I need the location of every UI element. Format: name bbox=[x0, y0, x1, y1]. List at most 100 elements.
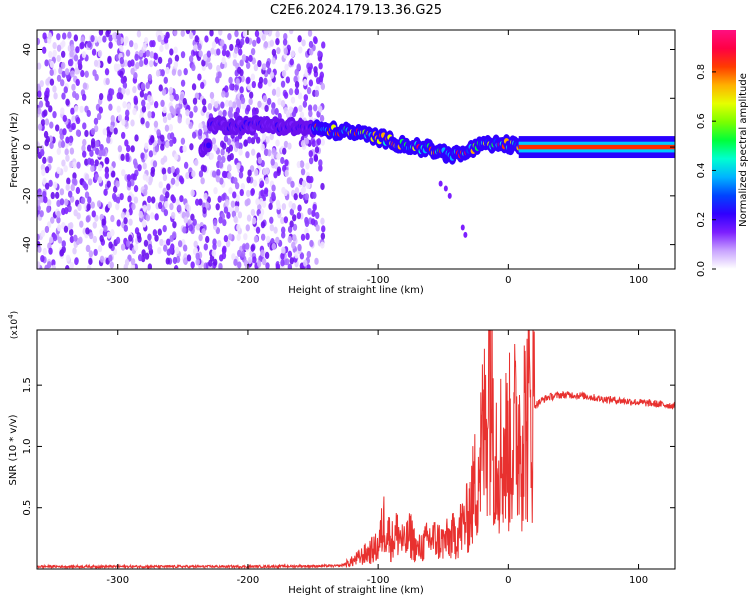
noise-cell bbox=[97, 35, 102, 44]
noise-cell bbox=[165, 66, 170, 75]
noise-cell bbox=[320, 82, 326, 91]
noise-cell bbox=[238, 48, 243, 56]
noise-cell bbox=[132, 86, 137, 94]
noise-cell bbox=[84, 191, 90, 199]
noise-cell bbox=[39, 80, 44, 88]
noise-cell bbox=[289, 30, 294, 35]
noise-cell bbox=[111, 32, 117, 40]
noise-cell bbox=[63, 165, 68, 173]
noise-cell bbox=[159, 238, 164, 247]
noise-cell bbox=[175, 198, 180, 206]
noise-cell bbox=[221, 56, 226, 65]
noise-cell bbox=[194, 159, 199, 167]
noise-cell bbox=[190, 189, 195, 197]
noise-cell bbox=[182, 145, 187, 153]
snr-x-label: Height of straight line (km) bbox=[288, 585, 424, 596]
noise-cell bbox=[103, 188, 108, 196]
noise-cell bbox=[70, 44, 75, 52]
noise-cell bbox=[269, 216, 274, 224]
noise-cell bbox=[227, 154, 232, 162]
noise-cell bbox=[232, 191, 237, 199]
noise-cell bbox=[320, 232, 326, 240]
noise-cell bbox=[143, 93, 149, 101]
noise-cell bbox=[163, 36, 169, 44]
noise-cell bbox=[194, 92, 200, 100]
noise-cell bbox=[110, 229, 115, 237]
noise-cell bbox=[248, 97, 253, 106]
noise-cell bbox=[188, 31, 194, 40]
noise-cell bbox=[42, 156, 47, 164]
colorbar-tick-label: 0.0 bbox=[696, 261, 707, 277]
noise-cell bbox=[218, 216, 223, 224]
noise-cell bbox=[214, 36, 220, 44]
noise-cell bbox=[75, 116, 81, 125]
noise-cell bbox=[223, 206, 229, 214]
noise-cell bbox=[175, 167, 180, 175]
noise-cell bbox=[99, 235, 104, 243]
noise-cell bbox=[308, 48, 314, 56]
noise-cell bbox=[48, 50, 53, 59]
noise-cell bbox=[167, 57, 173, 65]
colorbar-label: Normalized spectral amplitude bbox=[738, 73, 749, 227]
noise-cell bbox=[107, 56, 112, 65]
noise-cell bbox=[276, 202, 281, 211]
noise-cell bbox=[50, 191, 55, 200]
noise-cell bbox=[89, 149, 94, 157]
noise-cell bbox=[286, 110, 291, 118]
noise-cell bbox=[152, 229, 158, 237]
noise-cell bbox=[56, 216, 61, 224]
noise-cell bbox=[38, 100, 44, 108]
noise-cell bbox=[216, 168, 221, 177]
noise-cell bbox=[191, 131, 197, 139]
noise-cell bbox=[270, 158, 275, 166]
noise-cell bbox=[60, 50, 66, 58]
noise-cell bbox=[318, 105, 323, 113]
noise-cell bbox=[56, 33, 61, 41]
noise-cell bbox=[142, 188, 148, 197]
noise-cell bbox=[252, 179, 258, 187]
noise-cell bbox=[211, 137, 217, 145]
noise-cell bbox=[115, 236, 121, 245]
noise-cell bbox=[209, 152, 214, 160]
noise-cell bbox=[47, 32, 52, 40]
noise-cell bbox=[245, 224, 250, 232]
noise-cell bbox=[64, 148, 69, 156]
noise-cell bbox=[289, 208, 295, 216]
noise-cell bbox=[53, 181, 58, 189]
noise-cell bbox=[68, 160, 74, 169]
noise-cell bbox=[164, 200, 169, 209]
noise-cell bbox=[140, 152, 145, 160]
noise-cell bbox=[250, 208, 256, 217]
noise-cell bbox=[42, 32, 47, 40]
noise-cell bbox=[194, 198, 200, 206]
noise-cell bbox=[265, 135, 271, 144]
noise-cell bbox=[260, 249, 265, 257]
noise-cell bbox=[88, 257, 93, 265]
noise-cell bbox=[281, 226, 286, 234]
noise-cell bbox=[116, 219, 121, 227]
noise-cell bbox=[108, 103, 113, 111]
noise-cell bbox=[117, 145, 123, 153]
noise-cell bbox=[165, 257, 171, 265]
noise-cell bbox=[145, 81, 150, 90]
echo-cell bbox=[438, 180, 443, 187]
noise-cell bbox=[233, 46, 239, 54]
noise-cell bbox=[294, 251, 299, 259]
noise-cell bbox=[177, 69, 182, 77]
noise-cell bbox=[172, 221, 177, 229]
noise-cell bbox=[191, 63, 196, 72]
noise-cell bbox=[80, 69, 85, 78]
noise-cell bbox=[209, 30, 214, 37]
noise-cell bbox=[67, 31, 72, 39]
noise-cell bbox=[72, 172, 77, 180]
noise-cell bbox=[220, 101, 225, 109]
noise-cell bbox=[269, 39, 275, 47]
noise-cell bbox=[173, 46, 178, 54]
noise-cell bbox=[60, 107, 65, 115]
noise-cell bbox=[202, 105, 207, 113]
noise-cell bbox=[37, 123, 43, 131]
noise-cell bbox=[221, 170, 227, 179]
noise-cell bbox=[283, 32, 288, 41]
noise-cell bbox=[93, 117, 99, 125]
noise-cell bbox=[136, 232, 142, 240]
